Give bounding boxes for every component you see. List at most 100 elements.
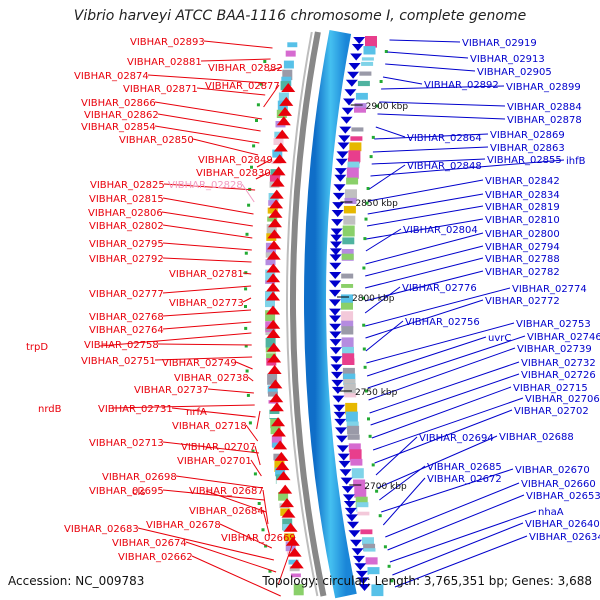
reverse-gene-arrow — [331, 209, 344, 217]
label-connector — [207, 388, 254, 394]
forward-gene-arrow — [278, 484, 293, 494]
label-connector — [262, 489, 269, 525]
forward-gene-arrow — [287, 547, 302, 557]
marker-dot — [250, 165, 253, 169]
left-gene-label: VIBHAR_02828 — [168, 180, 243, 191]
label-connector — [387, 51, 469, 59]
forward-gene-arrow — [272, 154, 287, 164]
reverse-gene-arrow — [336, 151, 349, 159]
feature-block — [349, 142, 362, 152]
left-gene-label: VIBHAR_02830 — [196, 168, 271, 179]
label-connector — [371, 386, 512, 439]
reverse-gene-arrow — [329, 262, 342, 270]
reverse-gene-arrow — [329, 331, 342, 339]
feature-block — [342, 225, 355, 237]
right-gene-label: VIBHAR_02800 — [485, 229, 560, 240]
right-gene-label: ihfB — [566, 156, 586, 167]
right-gene-label: VIBHAR_02794 — [485, 242, 560, 253]
right-gene-label: VIBHAR_02788 — [485, 254, 560, 265]
label-connector — [268, 66, 283, 72]
marker-dot — [244, 305, 247, 308]
feature-block — [278, 492, 289, 501]
left-gene-label: VIBHAR_02713 — [89, 438, 164, 449]
marker-dot — [363, 237, 367, 241]
left-gene-label: VIBHAR_02687 — [189, 486, 264, 497]
feature-block — [363, 543, 376, 552]
label-connector-lines — [99, 39, 565, 597]
label-connector — [367, 193, 484, 215]
reverse-gene-arrow — [348, 530, 361, 538]
reverse-gene-arrow — [358, 583, 371, 591]
marker-dot — [263, 60, 267, 63]
forward-gene-arrow — [276, 116, 291, 126]
feature-block — [365, 557, 378, 565]
label-connector — [365, 245, 484, 277]
feature-block — [360, 529, 373, 535]
left-gene-label: VIBHAR_02881 — [127, 57, 202, 68]
right-gene-label: VIBHAR_02863 — [490, 143, 565, 154]
label-connector — [374, 133, 489, 140]
feature-block — [369, 574, 381, 583]
label-connector — [205, 490, 267, 513]
forward-gene-arrow — [270, 177, 285, 187]
right-gene-label: VIBHAR_02905 — [477, 67, 552, 78]
feature-block — [347, 434, 360, 440]
right-gene-label: VIBHAR_02892 — [424, 80, 499, 91]
marker-dot — [387, 564, 391, 568]
right-gene-label: VIBHAR_02776 — [402, 283, 477, 294]
feature-block — [265, 327, 276, 331]
forward-gene-arrow — [285, 536, 300, 546]
label-connector — [99, 332, 252, 347]
right-gene-label: VIBHAR_02756 — [405, 317, 480, 328]
reverse-gene-arrow — [353, 37, 366, 44]
marker-dot — [369, 155, 373, 159]
reverse-gene-arrow — [329, 248, 342, 256]
forward-gene-arrow — [271, 166, 286, 176]
reverse-gene-arrow — [340, 116, 353, 124]
label-connector — [147, 74, 267, 84]
reverse-gene-arrow — [347, 71, 360, 79]
scale-marks: 2900 kbp 2850 kbp 2800 kbp 2750 kbp 2700 kbp — [337, 102, 408, 492]
feature-block — [267, 385, 278, 394]
topology-text: Topology: circular; Length: 3,765,351 bp… — [262, 574, 592, 588]
forward-gene-arrow — [266, 291, 281, 301]
feature-block — [342, 346, 354, 358]
marker-dot — [256, 103, 260, 107]
strand-ring — [303, 29, 357, 599]
feature-block — [283, 60, 294, 69]
forward-gene-arrow — [279, 498, 294, 508]
forward-gene-arrow — [266, 342, 281, 352]
feature-block — [361, 61, 374, 66]
label-connector — [250, 459, 262, 477]
marker-dot — [366, 187, 370, 190]
right-gene-label: VIBHAR_02864 — [407, 133, 482, 144]
forward-gene-arrow — [274, 451, 289, 461]
label-connector — [245, 424, 259, 442]
marker-dot — [259, 82, 263, 86]
reverse-gene-arrow — [341, 107, 354, 115]
marker-dot — [264, 544, 268, 548]
label-connector — [219, 523, 273, 549]
feature-block — [268, 200, 279, 206]
forward-gene-arrow — [275, 461, 290, 471]
feature-block — [348, 157, 360, 164]
reverse-gene-arrow — [343, 501, 356, 509]
right-gene-label: VIBHAR_02919 — [462, 38, 537, 49]
reverse-gene-arrow — [329, 323, 342, 331]
left-gene-label: VIBHAR_02764 — [89, 325, 164, 336]
marker-dot — [365, 201, 369, 205]
feature-block — [362, 537, 374, 546]
label-connector — [241, 183, 255, 203]
feature-block — [287, 42, 298, 48]
scale-mark-label: 2700 kbp — [364, 482, 407, 492]
label-connector — [385, 482, 520, 538]
left-gene-label: cls — [132, 487, 146, 498]
feature-block — [345, 189, 357, 200]
left-gene-label: VIBHAR_02698 — [102, 472, 177, 483]
feature-block — [361, 57, 374, 61]
right-gene-label: VIBHAR_02688 — [499, 432, 574, 443]
feature-block — [276, 480, 287, 486]
accession-text: Accession: NC_009783 — [8, 574, 145, 588]
left-gene-label: VIBHAR_02815 — [89, 194, 164, 205]
reverse-gene-arrow — [331, 379, 344, 387]
